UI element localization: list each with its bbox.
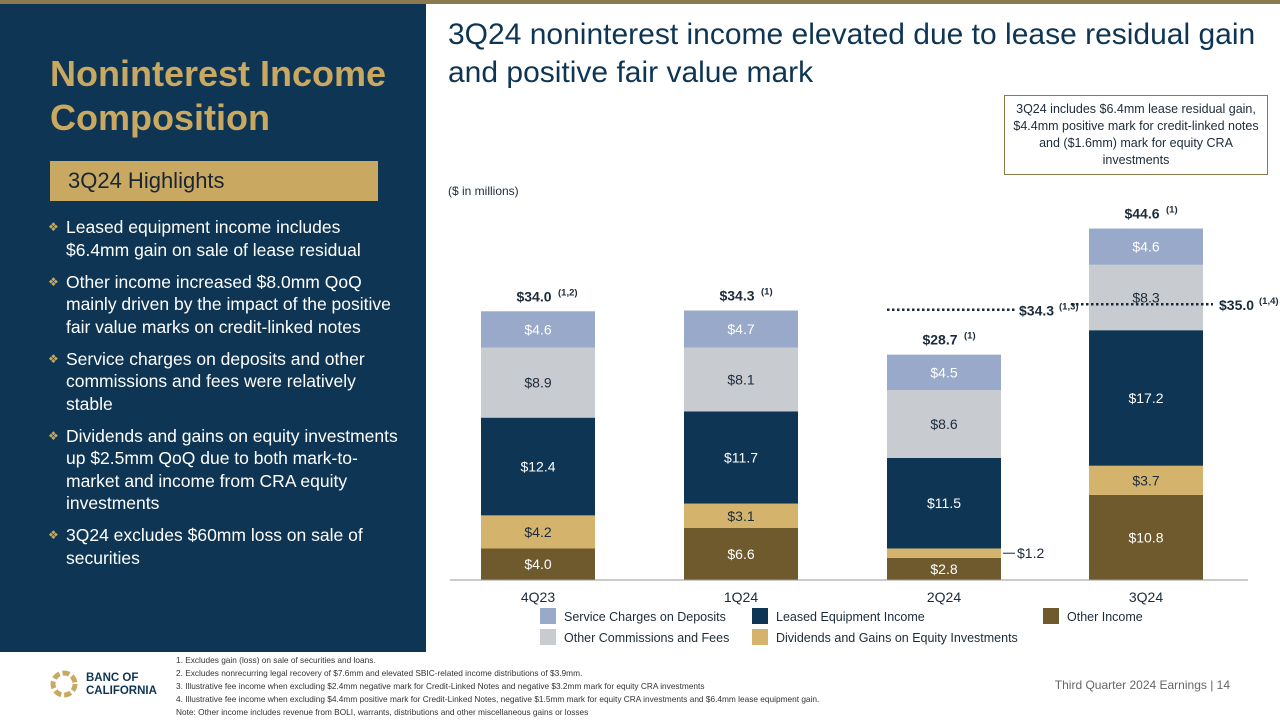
bar-segment: [481, 417, 595, 516]
legend-item: Leased Equipment Income: [752, 608, 925, 626]
total-footnote-mark: (1): [761, 287, 773, 298]
legend-swatch: [1043, 608, 1059, 624]
reference-label: $34.3: [1019, 303, 1054, 319]
total-footnote-mark: (1,2): [558, 287, 578, 298]
bar-segment: [684, 527, 798, 580]
data-label: $8.6: [930, 416, 957, 432]
footnote: 4. Illustrative fee income when excludin…: [176, 694, 820, 704]
data-label: $4.2: [524, 524, 551, 540]
x-tick-label: 2Q24: [927, 589, 961, 605]
bar-segment: [684, 347, 798, 412]
legend-swatch: [752, 629, 768, 645]
diamond-bullet-icon: ❖: [48, 220, 59, 234]
legend-item: Service Charges on Deposits: [540, 608, 726, 626]
data-label: $4.0: [524, 556, 551, 572]
bar-segment: [1089, 228, 1203, 265]
footnotes: 1. Excludes gain (loss) on sale of secur…: [176, 654, 1076, 719]
data-label: $3.7: [1132, 472, 1159, 488]
bar-segment: [684, 310, 798, 348]
bar-segment: [887, 548, 1001, 558]
highlight-item: ❖ Dividends and gains on equity investmen…: [48, 425, 398, 514]
highlight-item: ❖ Other income increased $8.0mm QoQ mainl…: [48, 271, 391, 337]
reference-footnote-mark: (1,3): [1059, 302, 1079, 313]
bar-segment: [1089, 264, 1203, 331]
data-label: $4.5: [930, 364, 957, 380]
x-tick-label: 1Q24: [724, 589, 758, 605]
data-label: $8.9: [524, 375, 551, 391]
data-label: $10.8: [1128, 529, 1163, 545]
legend-item: Other Income: [1043, 608, 1143, 626]
units-note: ($ in millions): [448, 184, 519, 198]
legend-swatch: [540, 608, 556, 624]
reference-label: $35.0: [1219, 297, 1254, 313]
highlight-item: ❖ Leased equipment income includes $6.4mm…: [48, 217, 361, 260]
footnote: 2. Excludes nonrecurring legal recovery …: [176, 668, 583, 678]
bar-segment: [887, 557, 1001, 580]
total-footnote-mark: (1): [1166, 205, 1178, 216]
legend-swatch: [540, 629, 556, 645]
bar-segment: [481, 347, 595, 418]
bar-segment: [887, 390, 1001, 458]
data-label: $11.5: [927, 495, 961, 511]
data-label: $2.8: [930, 561, 957, 577]
total-label: $34.3: [719, 288, 754, 304]
highlights-label: 3Q24 Highlights: [50, 161, 378, 201]
data-label: $1.2: [1017, 545, 1044, 561]
total-label: $28.7: [922, 332, 957, 348]
data-label: $11.7: [724, 449, 758, 465]
x-tick-label: 4Q23: [521, 589, 555, 605]
diamond-bullet-icon: ❖: [48, 428, 59, 443]
total-label: $44.6: [1124, 206, 1159, 222]
data-label: $4.6: [1132, 239, 1159, 255]
data-label: $8.1: [727, 371, 754, 387]
bar-segment: [887, 354, 1001, 391]
bar-segment: [684, 411, 798, 504]
bar-segment: [481, 548, 595, 580]
diamond-bullet-icon: ❖: [48, 528, 59, 542]
bar-segment: [1089, 465, 1203, 495]
bar-segment: [481, 311, 595, 348]
bar-segment: [684, 503, 798, 528]
data-label: $4.6: [524, 321, 551, 337]
bar-segment: [1089, 494, 1203, 580]
reference-footnote-mark: (1,4): [1259, 296, 1279, 307]
total-label: $34.0: [516, 288, 551, 304]
bar-segment: [481, 515, 595, 549]
data-label: $8.3: [1132, 290, 1159, 306]
company-logo: BANC OF CALIFORNIA: [48, 668, 178, 702]
logo-text: BANC OF CALIFORNIA: [86, 672, 157, 697]
diamond-bullet-icon: ❖: [48, 274, 59, 289]
chart-legend: Service Charges on Deposits Leased Equip…: [540, 608, 1260, 650]
legend-item: Other Commissions and Fees: [540, 629, 729, 647]
highlight-item: ❖ 3Q24 excludes $60mm loss on sale of sec…: [48, 525, 363, 568]
bar-segment: [1089, 330, 1203, 466]
logo-mark-icon: [50, 670, 78, 698]
legend-item: Dividends and Gains on Equity Investment…: [752, 629, 1018, 647]
data-label: $4.7: [727, 321, 754, 337]
page-footer: Third Quarter 2024 Earnings | 14: [1054, 678, 1230, 692]
data-label: $17.2: [1128, 390, 1163, 406]
page-title: 3Q24 noninterest income elevated due to …: [448, 18, 1256, 89]
side-title: Noninterest Income Composition: [50, 53, 387, 138]
stacked-bar-chart: $4.0 $4.2 $12.4 $8.9 $4.6 4Q23 $34.0 (1,2) $6.6 $…: [450, 205, 1279, 605]
side-panel: Noninterest Income Composition 3Q24 High…: [0, 4, 426, 652]
footnote: 1. Excludes gain (loss) on sale of secur…: [176, 655, 376, 665]
total-footnote-mark: (1): [964, 331, 976, 342]
footnote: 3. Illustrative fee income when excludin…: [176, 681, 705, 691]
x-tick-label: 3Q24: [1129, 589, 1163, 605]
callout-box: 3Q24 includes $6.4mm lease residual gain…: [1004, 95, 1268, 175]
data-label: $12.4: [520, 459, 555, 475]
data-label: $6.6: [727, 546, 754, 562]
highlight-item: ❖ Service charges on deposits and other c…: [48, 348, 365, 414]
footnote: Note: Other income includes revenue from…: [176, 707, 589, 717]
data-label: $3.1: [727, 508, 754, 524]
legend-swatch: [752, 608, 768, 624]
highlights-list: ❖ Leased equipment income includes $6.4mm…: [48, 216, 398, 579]
top-rule: [0, 0, 1280, 4]
diamond-bullet-icon: ❖: [48, 351, 59, 366]
bar-segment: [887, 457, 1001, 549]
